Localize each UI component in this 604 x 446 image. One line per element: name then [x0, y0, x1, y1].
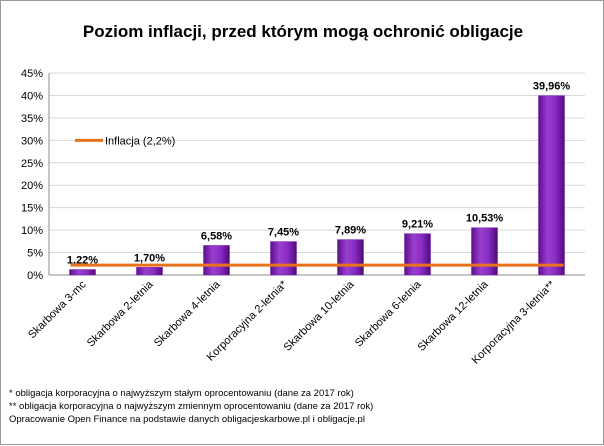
data-label: 10,53%	[466, 213, 504, 225]
x-tick-label: Skarbowa 10-letnia	[282, 278, 358, 354]
y-tick-label: 5%	[27, 248, 43, 260]
bar	[69, 269, 96, 276]
bar	[538, 95, 565, 276]
x-tick-label: Skarbowa 12-letnia	[416, 278, 492, 354]
legend-label: Inflacja (2,2%)	[105, 135, 175, 147]
bar	[337, 239, 364, 276]
chart-title: Poziom inflacji, przed którym mogą ochro…	[83, 22, 523, 41]
y-tick-label: 25%	[21, 158, 43, 170]
bar	[136, 267, 163, 276]
x-tick-label: Skarbowa 4-letnia	[152, 278, 223, 349]
y-tick-label: 10%	[21, 225, 43, 237]
data-label: 1,70%	[134, 252, 165, 264]
bar	[270, 241, 297, 276]
y-tick-label: 20%	[21, 180, 43, 192]
bar	[404, 233, 431, 276]
bar	[203, 245, 230, 276]
y-tick-label: 15%	[21, 203, 43, 215]
data-label: 6,58%	[201, 230, 232, 242]
data-label: 9,21%	[402, 219, 433, 231]
data-label: 7,89%	[335, 225, 366, 237]
source-note: Opracowanie Open Finance na podstawie da…	[9, 414, 365, 425]
x-tick-label: Skarbowa 3-mc	[26, 278, 89, 341]
footnote-1: * obligacja korporacyjna o najwyższym st…	[9, 388, 354, 399]
x-tick-label: Skarbowa 6-letnia	[353, 278, 424, 349]
data-label: 39,96%	[533, 81, 571, 93]
y-tick-label: 30%	[21, 135, 43, 147]
y-tick-label: 45%	[21, 68, 43, 80]
y-tick-label: 40%	[21, 90, 43, 102]
x-tick-label: Skarbowa 2-letnia	[85, 278, 156, 349]
data-label: 7,45%	[268, 227, 299, 239]
footnote-2: ** obligacja korporacyjna o najwyższym z…	[9, 401, 374, 412]
y-tick-label: 0%	[27, 270, 43, 282]
data-label: 1,22%	[67, 255, 98, 267]
bar	[471, 227, 498, 276]
y-tick-label: 35%	[21, 113, 43, 125]
